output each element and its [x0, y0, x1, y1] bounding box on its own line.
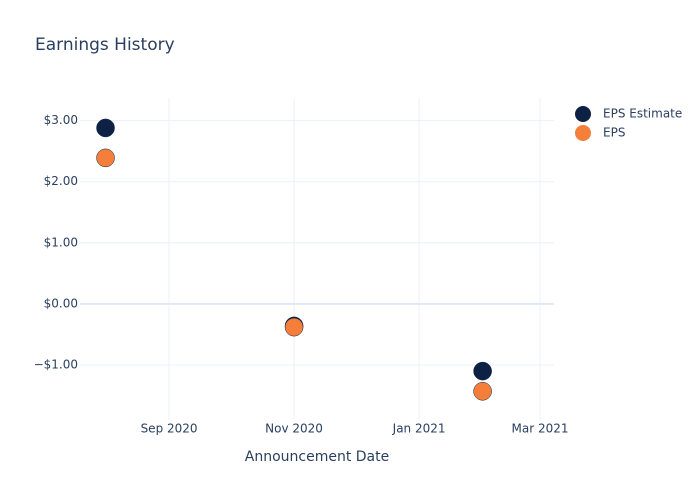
x-tick-label: Mar 2021: [512, 422, 569, 436]
y-tick-label: $1.00: [44, 235, 78, 249]
legend-marker: [575, 106, 591, 122]
x-tick-label: Jan 2021: [392, 422, 446, 436]
data-point: [96, 118, 115, 138]
data-point: [96, 148, 115, 168]
x-tick-label: Sep 2020: [141, 422, 198, 436]
legend-label: EPS Estimate: [603, 107, 682, 121]
legend-marker: [575, 125, 591, 141]
data-point: [284, 317, 304, 337]
legend-label: EPS: [603, 126, 625, 140]
x-axis-title: Announcement Date: [245, 449, 389, 465]
data-point: [473, 361, 492, 381]
y-tick-label: $2.00: [44, 174, 78, 188]
y-tick-label: $3.00: [44, 113, 78, 127]
y-tick-label: −$1.00: [34, 358, 78, 372]
chart-title: Earnings History: [35, 35, 175, 55]
data-point: [473, 382, 492, 401]
y-tick-label: $0.00: [44, 296, 78, 310]
x-tick-label: Nov 2020: [265, 422, 323, 436]
